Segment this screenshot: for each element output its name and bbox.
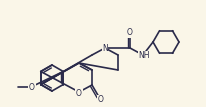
Text: NH: NH bbox=[138, 51, 150, 60]
Text: N: N bbox=[102, 44, 108, 53]
Text: O: O bbox=[29, 82, 35, 91]
Text: O: O bbox=[98, 96, 104, 105]
Text: O: O bbox=[127, 28, 133, 37]
Text: O: O bbox=[76, 88, 82, 97]
